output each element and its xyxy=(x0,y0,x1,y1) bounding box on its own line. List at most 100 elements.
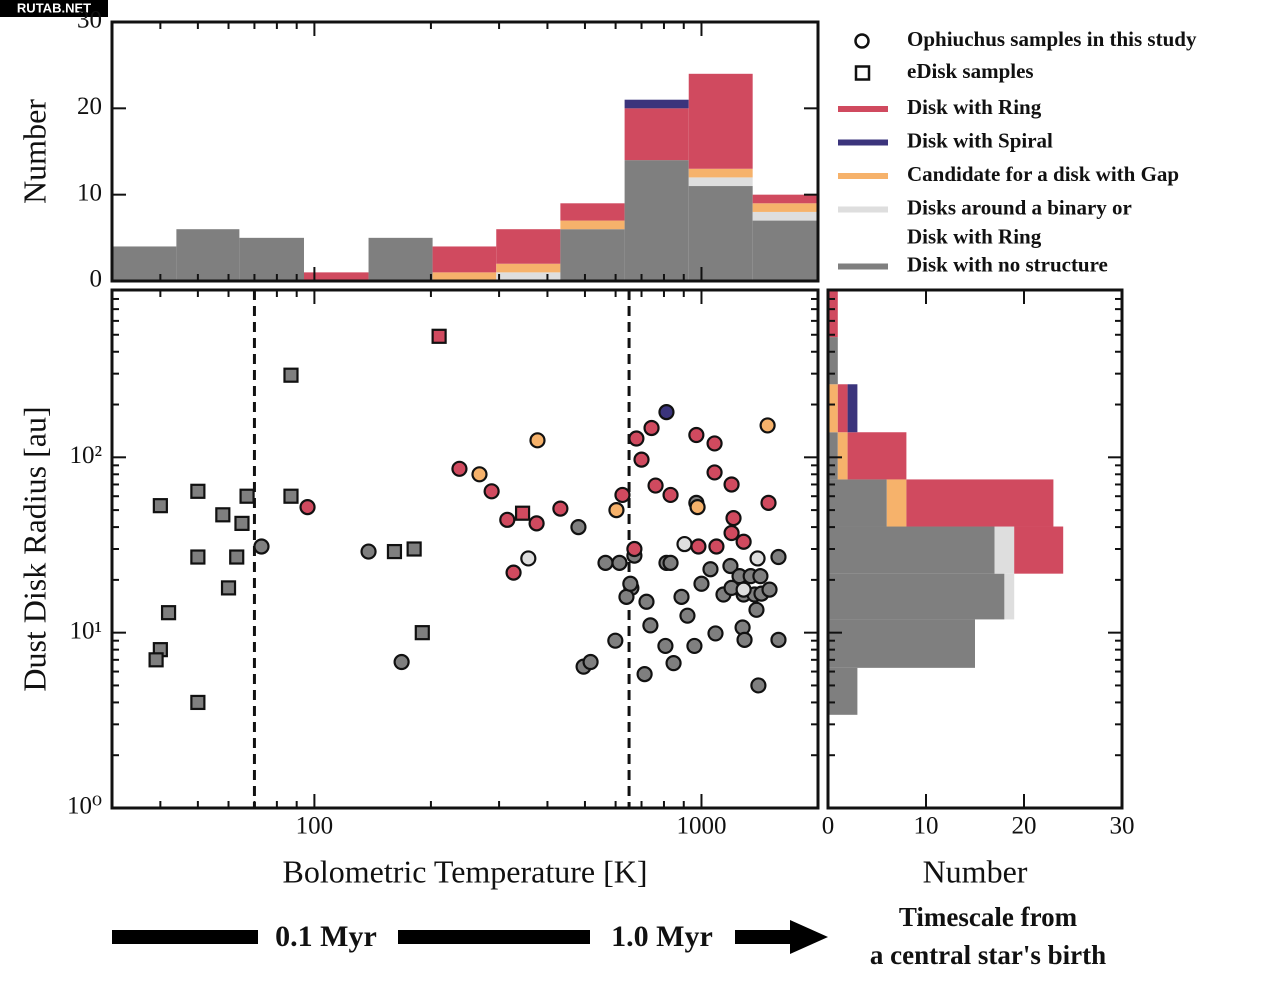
point xyxy=(633,451,650,468)
point xyxy=(520,550,537,567)
hist-bar xyxy=(624,99,689,109)
point xyxy=(393,653,410,671)
hist-bar xyxy=(837,432,848,480)
point xyxy=(665,655,682,672)
point xyxy=(662,554,679,571)
point xyxy=(689,499,706,516)
hist-bar xyxy=(1004,573,1015,620)
point xyxy=(770,631,787,648)
y-axis-label: Number xyxy=(16,99,52,204)
x-tick-label: 20 xyxy=(1012,813,1037,840)
legend-label: Disks around a binary or xyxy=(907,195,1132,219)
point xyxy=(148,652,164,668)
timescale-caption: Timescale from xyxy=(899,902,1078,932)
point xyxy=(582,653,599,671)
point xyxy=(647,477,664,494)
hist-bar xyxy=(828,573,1005,620)
point xyxy=(239,488,255,504)
point xyxy=(505,564,522,581)
hist-bar xyxy=(688,73,753,169)
x-tick-label: 30 xyxy=(1110,813,1135,840)
legend-label: Ophiuchus samples in this study xyxy=(907,27,1197,51)
point xyxy=(607,632,624,649)
hist-bar xyxy=(752,194,817,204)
arrow-head xyxy=(790,920,828,954)
point xyxy=(431,328,447,344)
point xyxy=(658,404,675,421)
point xyxy=(234,515,250,531)
point xyxy=(676,535,693,553)
legend-label: Disk with no structure xyxy=(907,252,1108,276)
legend-label: eDisk samples xyxy=(907,59,1034,83)
plot-frame xyxy=(110,20,820,283)
point xyxy=(707,625,724,642)
point xyxy=(706,435,723,452)
hist-bar xyxy=(368,237,433,281)
point xyxy=(190,483,206,499)
hist-bar xyxy=(828,337,838,385)
hist-bar xyxy=(828,667,858,715)
hist-bar xyxy=(496,229,561,264)
point xyxy=(750,677,767,694)
point xyxy=(614,486,631,504)
point xyxy=(643,419,660,437)
point xyxy=(759,417,776,434)
hist-bar xyxy=(994,526,1015,574)
point xyxy=(608,502,625,519)
hist-bar xyxy=(906,479,1054,527)
point xyxy=(622,575,639,592)
point xyxy=(662,486,679,504)
point xyxy=(690,538,707,555)
point xyxy=(160,605,177,621)
point xyxy=(636,666,653,683)
point xyxy=(735,533,752,550)
point xyxy=(618,588,635,605)
point xyxy=(229,549,245,565)
point xyxy=(673,588,690,605)
legend-label: Candidate for a disk with Gap xyxy=(907,162,1179,186)
plot-frame xyxy=(110,288,820,810)
point xyxy=(725,510,742,527)
point xyxy=(693,575,710,592)
y-tick-label: 10⁰ xyxy=(67,793,102,820)
point xyxy=(406,541,422,557)
point xyxy=(688,426,705,444)
point xyxy=(253,538,270,555)
point xyxy=(761,581,778,598)
point xyxy=(736,631,753,648)
hist-bar xyxy=(560,220,625,230)
y-axis-label: Dust Disk Radius [au] xyxy=(16,406,52,691)
hist-bar xyxy=(688,168,753,178)
y-tick-label: 10 xyxy=(77,179,102,206)
point xyxy=(597,554,614,571)
point xyxy=(679,607,696,624)
hist-bar xyxy=(496,272,561,281)
hist-bar xyxy=(239,237,304,281)
y-tick-label: 10¹ xyxy=(70,617,103,644)
point xyxy=(770,548,787,566)
y-tick-label: 10² xyxy=(70,442,103,469)
hist-bar xyxy=(496,263,561,273)
point xyxy=(283,367,299,383)
point xyxy=(552,500,569,517)
point xyxy=(190,549,206,565)
point xyxy=(657,637,674,655)
point xyxy=(514,505,531,521)
point xyxy=(529,432,546,449)
legend-label: Disk with Ring xyxy=(907,95,1042,119)
x-tick-label: 10 xyxy=(914,813,939,840)
point xyxy=(299,499,316,516)
y-tick-label: 30 xyxy=(77,7,102,34)
point xyxy=(760,494,777,511)
hist-bar xyxy=(828,290,838,338)
point xyxy=(451,460,468,477)
hist-bar xyxy=(1014,526,1064,574)
x-tick-label: 100 xyxy=(296,813,334,840)
point xyxy=(499,511,516,528)
x-tick-label: 0 xyxy=(822,813,835,840)
hist-bar xyxy=(560,203,625,221)
point xyxy=(220,580,237,596)
hist-bar xyxy=(624,108,689,161)
point xyxy=(528,515,545,532)
point xyxy=(360,543,377,560)
